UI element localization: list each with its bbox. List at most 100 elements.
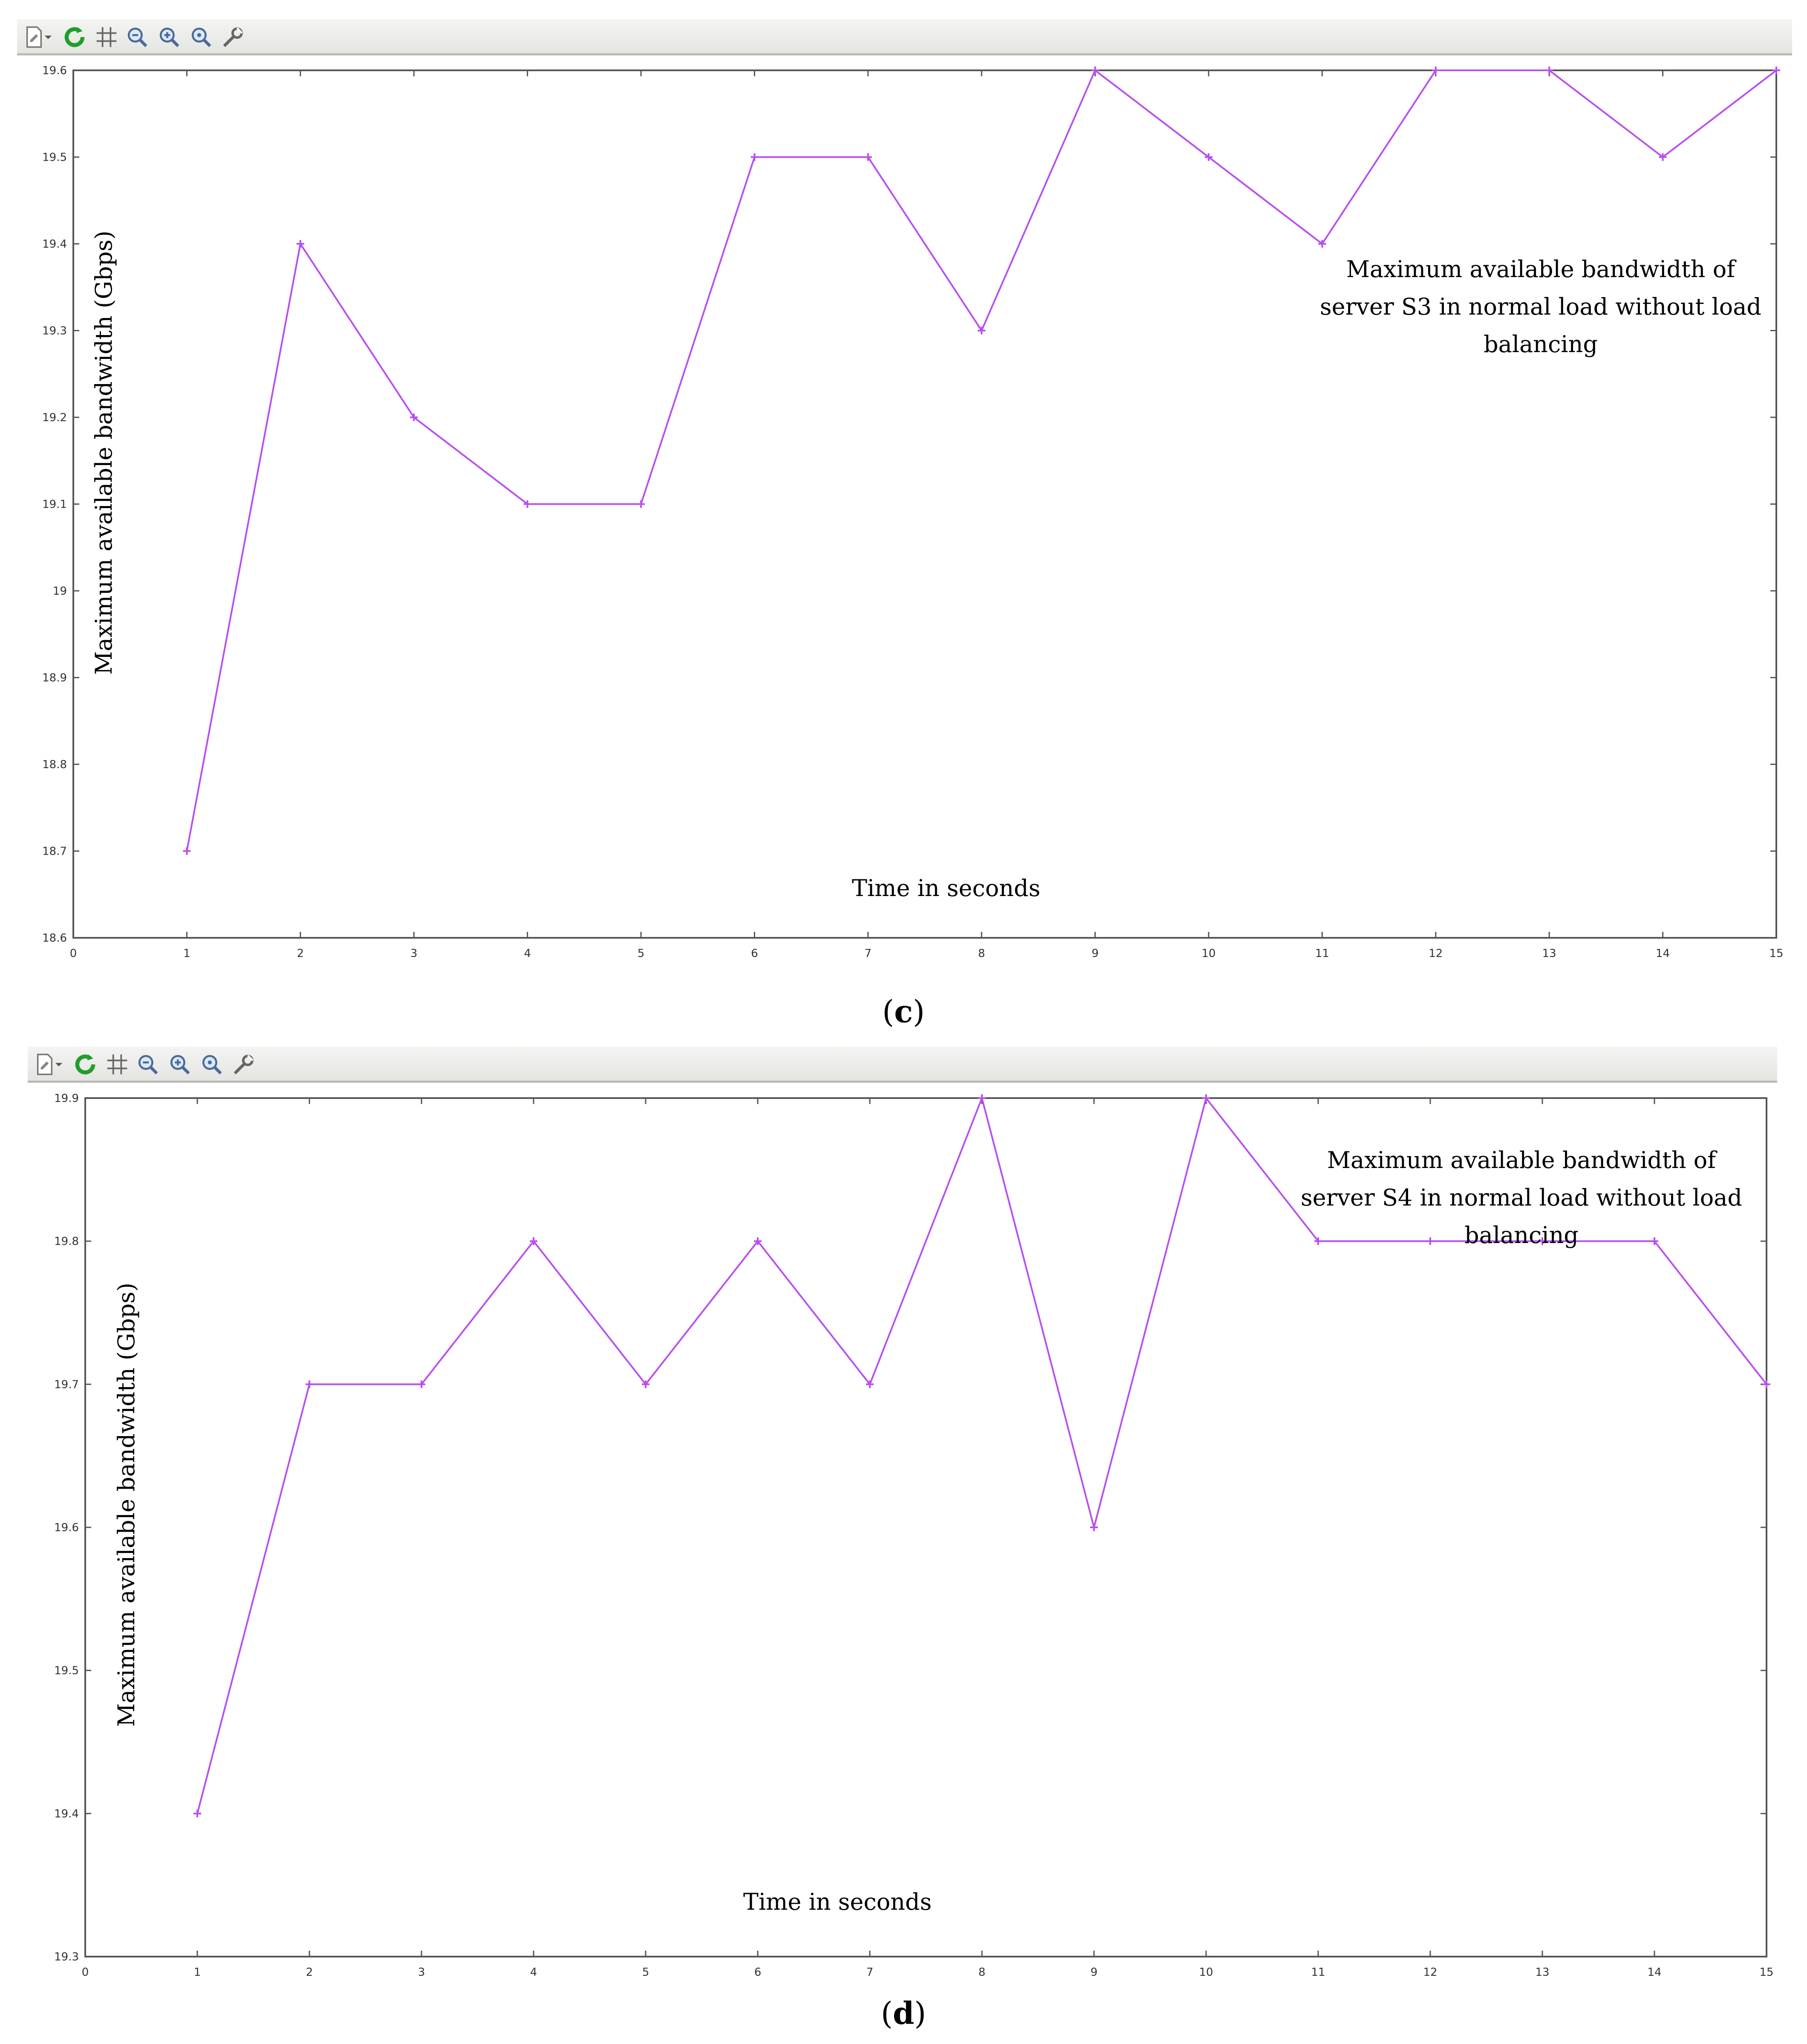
y-tick-label: 19.3 (54, 1951, 79, 1963)
new-document-icon[interactable] (21, 24, 47, 50)
data-point (530, 1237, 537, 1245)
y-axis-label: Maximum available bandwidth (Gbps) (90, 231, 117, 675)
data-point (1318, 240, 1326, 248)
y-tick-label: 19.9 (54, 1092, 79, 1105)
y-tick-label: 19.6 (42, 64, 67, 77)
x-tick-label: 15 (1759, 1966, 1773, 1979)
data-point (1426, 1237, 1434, 1245)
y-tick-label: 19.4 (54, 1807, 79, 1820)
x-tick-label: 9 (1091, 947, 1099, 960)
x-tick-label: 11 (1311, 1966, 1325, 1979)
y-tick-label: 18.9 (42, 672, 67, 685)
new-document-icon[interactable] (32, 1052, 58, 1077)
y-tick-label: 19.2 (42, 411, 67, 424)
zoom-reset-icon[interactable] (188, 24, 214, 50)
chart-annotation-line: Maximum available bandwidth of (1327, 1147, 1718, 1174)
y-tick-label: 19.8 (54, 1235, 79, 1248)
x-tick-label: 15 (1769, 947, 1783, 960)
data-point (866, 1380, 874, 1388)
x-tick-label: 0 (70, 947, 77, 960)
settings-wrench-icon[interactable] (220, 24, 246, 50)
data-point (1539, 1237, 1546, 1245)
y-tick-label: 19.1 (42, 498, 67, 511)
y-tick-label: 18.7 (42, 845, 67, 858)
data-point (978, 1094, 986, 1102)
y-tick-label: 19.5 (42, 151, 67, 164)
y-tick-label: 19.7 (54, 1378, 79, 1391)
x-tick-label: 9 (1091, 1966, 1098, 1979)
data-point (1205, 153, 1212, 161)
x-tick-label: 1 (183, 947, 191, 960)
data-point (410, 413, 418, 421)
data-point (1202, 1094, 1210, 1102)
x-tick-label: 5 (642, 1966, 649, 1979)
chart-annotation-line: balancing (1484, 331, 1598, 358)
data-point (296, 240, 304, 248)
data-point (306, 1380, 313, 1388)
data-point (1432, 66, 1440, 74)
y-tick-label: 19 (53, 585, 67, 598)
x-tick-label: 3 (410, 947, 418, 960)
x-axis-label: Time in seconds (743, 1888, 932, 1915)
data-point (1651, 1237, 1658, 1245)
zoom-in-icon[interactable] (167, 1052, 193, 1077)
x-tick-label: 6 (754, 1966, 762, 1979)
refresh-icon[interactable] (62, 24, 87, 50)
x-tick-label: 11 (1315, 947, 1329, 960)
data-point (864, 153, 872, 161)
settings-wrench-icon[interactable] (231, 1052, 257, 1077)
x-tick-label: 12 (1429, 947, 1443, 960)
grid-icon[interactable] (104, 1052, 130, 1077)
dropdown-arrow-icon[interactable] (42, 24, 55, 50)
refresh-icon[interactable] (72, 1052, 98, 1077)
y-axis-label: Maximum available bandwidth (Gbps) (113, 1283, 140, 1727)
plot-frame (72, 69, 1777, 939)
zoom-out-icon[interactable] (124, 24, 150, 50)
data-point (1091, 66, 1099, 74)
dropdown-arrow-icon[interactable] (52, 1052, 65, 1077)
x-axis-label: Time in seconds (852, 875, 1040, 902)
chart-annotation-line: server S4 in normal load without load (1301, 1184, 1742, 1211)
x-tick-label: 0 (82, 1966, 89, 1979)
toolbar-d (28, 1047, 1777, 1083)
x-tick-label: 7 (865, 947, 872, 960)
grid-icon[interactable] (94, 24, 119, 50)
data-point (183, 847, 191, 855)
x-tick-label: 5 (638, 947, 645, 960)
zoom-in-icon[interactable] (156, 24, 182, 50)
data-point (751, 153, 759, 161)
data-point (1090, 1524, 1098, 1531)
x-tick-label: 6 (751, 947, 758, 960)
x-tick-label: 10 (1199, 1966, 1213, 1979)
data-point (1659, 153, 1667, 161)
y-tick-label: 18.8 (42, 758, 67, 771)
data-point (1772, 66, 1780, 74)
y-tick-label: 19.5 (54, 1665, 79, 1677)
x-tick-label: 10 (1201, 947, 1215, 960)
chart-annotation-line: Maximum available bandwidth of (1346, 256, 1737, 283)
y-tick-label: 18.6 (42, 932, 67, 945)
x-tick-label: 2 (297, 947, 304, 960)
x-tick-label: 4 (530, 1966, 537, 1979)
chart-annotation-line: balancing (1464, 1222, 1579, 1249)
x-tick-label: 7 (866, 1966, 874, 1979)
caption-d: (d) (880, 1995, 927, 2031)
data-point (418, 1380, 425, 1388)
x-tick-label: 13 (1542, 947, 1556, 960)
x-tick-label: 3 (418, 1966, 425, 1979)
x-tick-label: 14 (1647, 1966, 1661, 1979)
caption-c: (c) (882, 993, 925, 1029)
zoom-out-icon[interactable] (135, 1052, 161, 1077)
toolbar-c (17, 19, 1792, 55)
x-tick-label: 4 (524, 947, 531, 960)
chart-d: 0 1 2 3 4 5 6 7 8 9 10 11 12 13 14 1519.319.419.519.619… (54, 1092, 1773, 1979)
data-point (978, 327, 986, 335)
chart-c: 0 1 2 3 4 5 6 7 8 9 10 11 12 13 14 1518.618.718.818.919… (42, 64, 1783, 960)
data-point (1545, 66, 1553, 74)
data-point (1314, 1237, 1322, 1245)
y-tick-label: 19.3 (42, 325, 67, 338)
zoom-reset-icon[interactable] (199, 1052, 225, 1077)
data-point (642, 1380, 649, 1388)
y-tick-label: 19.4 (42, 238, 67, 251)
x-tick-label: 14 (1656, 947, 1670, 960)
